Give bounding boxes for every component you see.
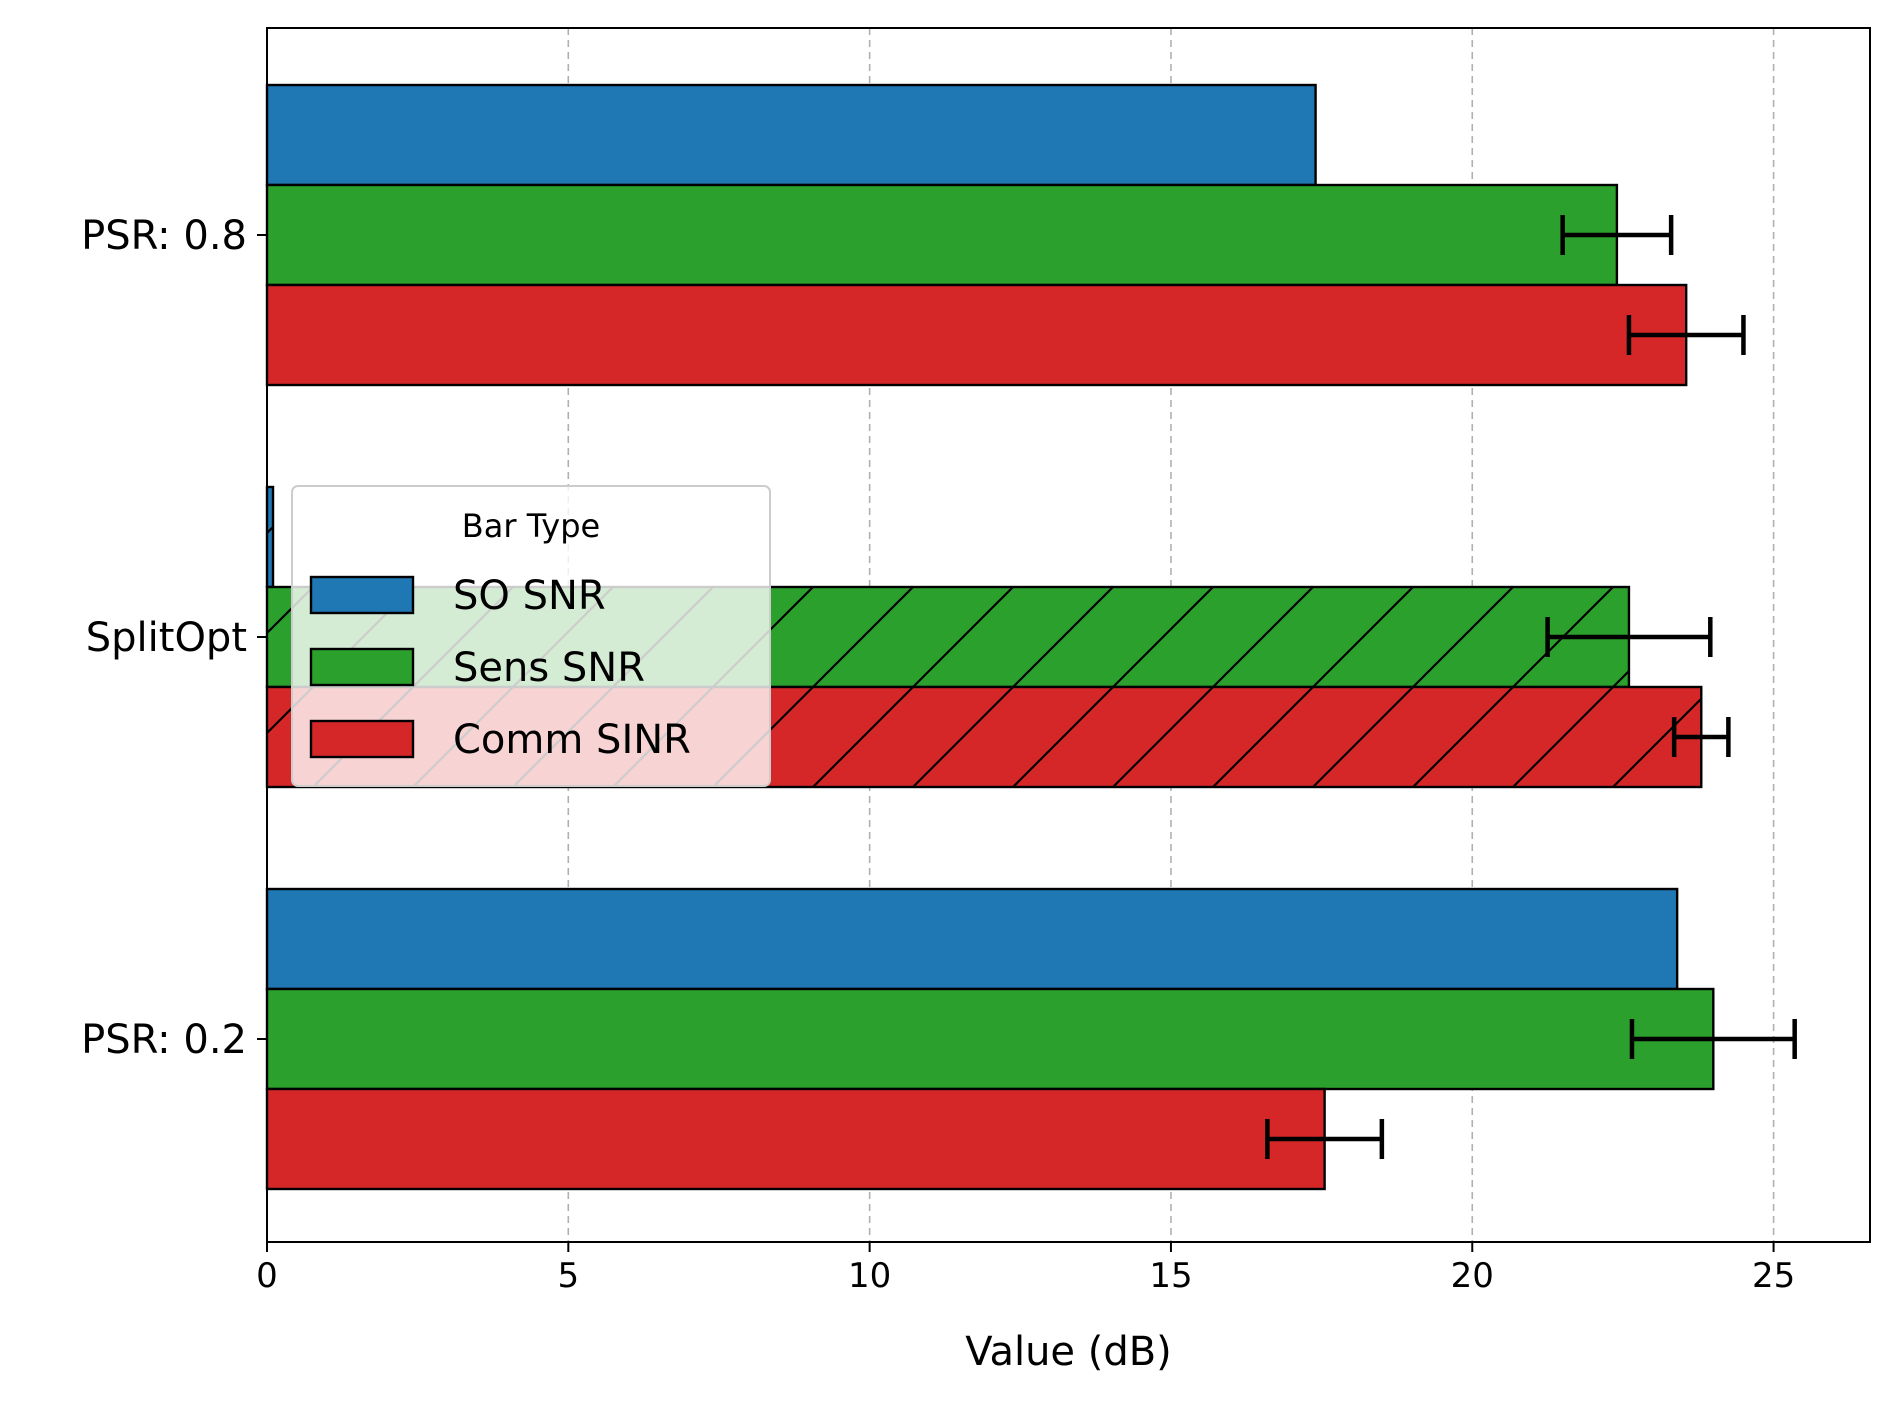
bar <box>265 887 1679 991</box>
y-tick-label: PSR: 0.2 <box>81 1017 247 1063</box>
x-tick-label: 10 <box>848 1256 891 1296</box>
error-bars <box>1265 215 1797 1159</box>
x-tick-label: 25 <box>1752 1256 1795 1296</box>
x-tick-label: 20 <box>1451 1256 1494 1296</box>
legend-swatch <box>309 647 415 687</box>
bar <box>265 183 1619 287</box>
y-tick-label: SplitOpt <box>86 615 247 661</box>
axis-ticks: 0 5 10 15 20 25 PSR: 0.8 SplitOpt PSR: 0.2 <box>81 213 1795 1296</box>
legend-title: Bar Type <box>462 507 600 545</box>
bar <box>265 1087 1326 1191</box>
legend-swatch <box>309 575 415 615</box>
legend-swatch <box>309 719 415 759</box>
x-tick-label: 15 <box>1149 1256 1192 1296</box>
x-tick-label: 0 <box>256 1256 278 1296</box>
plot-frame <box>266 27 1871 1243</box>
y-tick-label: PSR: 0.8 <box>81 213 247 259</box>
legend-entries: SO SNR Sens SNR Comm SINR <box>309 573 691 763</box>
bar <box>265 83 1317 187</box>
bar <box>265 283 1688 387</box>
bar <box>265 987 1715 1091</box>
x-tick-label: 5 <box>557 1256 579 1296</box>
legend-label: SO SNR <box>453 573 606 619</box>
legend: Bar Type SO SNR Sens SNR Comm SINR <box>291 485 771 787</box>
x-axis-label: Value (dB) <box>965 1329 1172 1375</box>
bar-hatch <box>267 487 274 587</box>
legend-label: Sens SNR <box>453 645 645 691</box>
legend-box <box>291 485 771 787</box>
legend-label: Comm SINR <box>453 717 691 763</box>
